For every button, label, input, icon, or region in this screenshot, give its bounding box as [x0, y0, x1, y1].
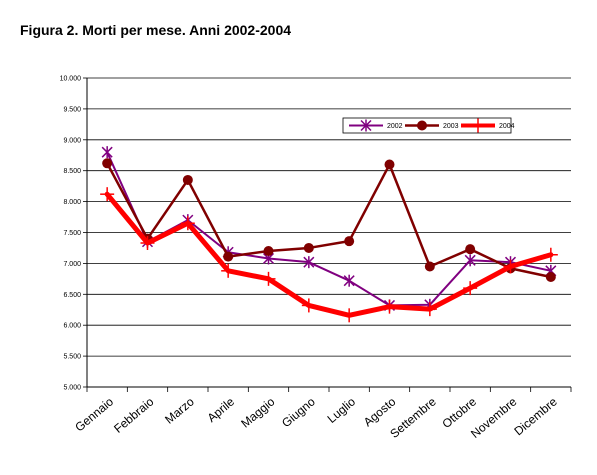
- y-tick-label: 8.000: [63, 199, 81, 206]
- y-tick-label: 9.000: [63, 137, 81, 144]
- data-point: [343, 274, 355, 287]
- x-tick-label: Marzo: [162, 394, 197, 426]
- y-tick-label: 7.000: [63, 261, 81, 268]
- x-tick-label: Giugno: [279, 394, 318, 430]
- data-point: [221, 263, 236, 278]
- marker-dot: [102, 158, 113, 169]
- marker-dot: [223, 251, 234, 262]
- data-point: [344, 236, 355, 247]
- data-point: [223, 251, 234, 262]
- legend-item: 2003: [405, 120, 459, 131]
- y-tick-label: 10.000: [60, 76, 82, 83]
- data-point: [465, 244, 476, 255]
- legend-marker: [471, 118, 485, 133]
- data-point: [503, 259, 518, 274]
- marker-dot: [417, 120, 427, 131]
- y-tick-label: 5.500: [63, 354, 81, 361]
- data-point: [263, 246, 274, 257]
- x-tick-label: Febbraio: [111, 394, 157, 435]
- x-tick-label: Maggio: [238, 394, 277, 430]
- marker-dot: [384, 159, 395, 170]
- data-point: [545, 271, 556, 282]
- series-line-2003: [105, 162, 553, 279]
- marker-dot: [424, 261, 435, 272]
- legend: 2002 2003 2004: [342, 117, 515, 134]
- series-2004: [100, 187, 558, 323]
- data-point: [422, 302, 437, 317]
- legend-label: 2003: [443, 123, 459, 130]
- y-axis-ticks: 5.000 5.500 6.000 6.500 7.000 7.500 8.000 8.500…: [60, 76, 87, 392]
- x-tick-label: Agosto: [361, 394, 399, 429]
- data-point: [182, 174, 193, 185]
- data-point: [342, 308, 357, 323]
- figure-title: Figura 2. Morti per mese. Anni 2002-2004: [20, 22, 292, 38]
- data-point: [463, 281, 478, 296]
- y-tick-label: 6.500: [63, 292, 81, 299]
- marker-dot: [263, 246, 274, 257]
- y-tick-label: 9.500: [63, 106, 81, 113]
- y-tick-label: 8.500: [63, 168, 81, 175]
- x-tick-label: Luglio: [325, 394, 359, 426]
- legend-label: 2004: [499, 123, 515, 130]
- data-point: [424, 261, 435, 272]
- legend-label: 2002: [387, 123, 403, 130]
- data-point: [382, 299, 397, 314]
- data-point: [261, 271, 276, 286]
- data-point: [303, 256, 315, 269]
- data-point: [384, 159, 395, 170]
- data-point: [100, 187, 115, 202]
- y-tick-label: 5.000: [63, 385, 81, 392]
- legend-marker: [417, 120, 427, 131]
- x-tick-label: Dicembre: [511, 394, 560, 438]
- x-tick-label: Aprile: [205, 394, 238, 425]
- data-point: [301, 298, 316, 313]
- marker-dot: [303, 242, 314, 253]
- data-point: [180, 216, 195, 231]
- marker-dot: [465, 244, 476, 255]
- series-line-2004: [104, 191, 554, 318]
- marker-dot: [344, 236, 355, 247]
- data-point: [464, 254, 476, 267]
- legend-item: 2002: [349, 119, 403, 132]
- y-tick-label: 7.500: [63, 230, 81, 237]
- marker-dot: [182, 174, 193, 185]
- data-point: [303, 242, 314, 253]
- y-tick-label: 6.000: [63, 323, 81, 330]
- data-point: [140, 236, 155, 251]
- data-point: [543, 247, 558, 262]
- series-group: [100, 146, 558, 323]
- data-point: [101, 146, 113, 159]
- data-point: [102, 158, 113, 169]
- marker-dot: [545, 271, 556, 282]
- x-tick-label: Gennaio: [72, 394, 116, 434]
- legend-marker: [360, 119, 372, 132]
- legend-item: 2004: [461, 118, 515, 133]
